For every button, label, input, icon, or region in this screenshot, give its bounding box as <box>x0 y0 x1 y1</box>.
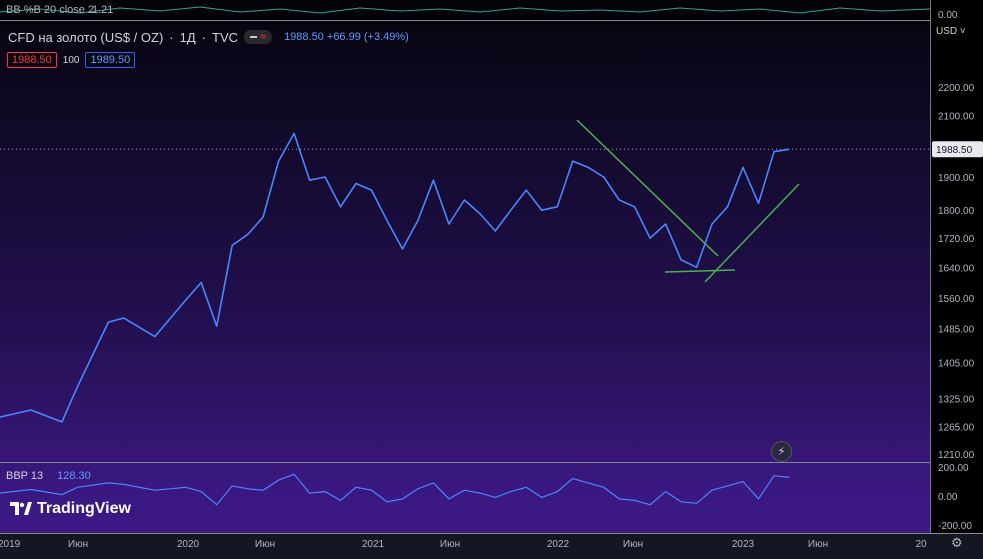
trendline-base[interactable] <box>664 269 736 273</box>
symbol-header[interactable]: CFD на золото (US$ / OZ) · 1Д · TVC ≈ 19… <box>8 28 409 46</box>
wave-icon: ≈ <box>260 31 267 43</box>
price-scale-ticks: 2200.00 2100.00 1900.00 1800.00 1720.00 1640.… <box>932 10 983 532</box>
currency-label: USD <box>936 26 958 37</box>
time-tick-label: Июн <box>440 539 460 550</box>
time-tick-label: Июн <box>68 539 88 550</box>
logo-text: TradingView <box>37 500 131 517</box>
time-tick-label: 2021 <box>362 539 385 550</box>
chevron-down-icon: ˅ <box>959 26 966 37</box>
tradingview-logo[interactable]: TradingView <box>10 500 131 518</box>
separator-dot: · <box>169 29 174 45</box>
bb-percent-b-axis-label: 0.00 <box>938 10 958 21</box>
time-tick-label: 2023 <box>732 539 755 550</box>
trade-buttons: 1988.50 100 1989.50 <box>7 52 136 68</box>
price-tick-label: 1720.00 <box>938 234 975 245</box>
price-tick-label: 1405.00 <box>938 358 975 369</box>
bbp-series-line <box>0 473 790 506</box>
time-tick-label: 20 <box>915 539 927 550</box>
bbp-value: 128.30 <box>57 470 91 482</box>
price-series-line <box>0 132 790 423</box>
time-tick-label: Июн <box>808 539 828 550</box>
pane-divider-bottom[interactable] <box>0 462 930 463</box>
market-status-pill[interactable]: ≈ <box>244 30 273 44</box>
time-tick-label: Июн <box>623 539 643 550</box>
time-tick-label: 2022 <box>547 539 570 550</box>
price-tick-label: 1640.00 <box>938 263 975 274</box>
bb-percent-b-sparkline <box>0 6 930 14</box>
separator-dot: · <box>201 29 207 45</box>
price-scale[interactable]: 2200.00 2100.00 1900.00 1800.00 1720.00 1640.… <box>930 0 983 533</box>
time-axis-ticks: 2019 Июн 2020 Июн 2021 Июн 2022 Июн 2023 Июн 20 <box>0 539 927 550</box>
trendline-up[interactable] <box>704 183 800 283</box>
minus-icon <box>250 36 258 38</box>
buy-price-button[interactable]: 1989.50 <box>85 52 136 68</box>
last-price-badge <box>932 141 983 158</box>
trendline-down[interactable] <box>576 119 719 257</box>
last-price-info: 1988.50 +66.99 (+3.49%) <box>284 31 409 43</box>
last-price-badge-label: 1988.50 <box>936 145 973 156</box>
price-tick-label: 1325.00 <box>938 394 975 405</box>
price-tick-label: 1800.00 <box>938 206 975 217</box>
bb-percent-b-value: 1.21 <box>92 4 114 16</box>
price-tick-label: 2200.00 <box>938 83 975 94</box>
bbp-label: BBP 13 <box>6 470 44 482</box>
sell-price-button[interactable]: 1988.50 <box>7 52 57 68</box>
bbp-legend[interactable]: BBP 13 128.30 <box>6 470 91 482</box>
bbp-tick-label: -200.00 <box>938 521 972 532</box>
lightning-icon[interactable]: ⚡ <box>771 441 792 462</box>
price-tick-label: 2100.00 <box>938 112 975 123</box>
source-label: TVC <box>212 29 239 45</box>
time-axis[interactable]: 2019 Июн 2020 Июн 2021 Июн 2022 Июн 2023 Июн 20 <box>0 533 983 554</box>
pane-divider-top[interactable] <box>0 20 930 21</box>
price-tick-label: 1900.00 <box>938 173 975 184</box>
time-tick-label: 2019 <box>0 539 21 550</box>
bb-percent-b-label: BB %B 20 close 2 <box>6 4 95 16</box>
bbp-tick-label: 0.00 <box>938 492 958 503</box>
price-tick-label: 1265.00 <box>938 423 975 434</box>
time-tick-label: 2020 <box>177 539 200 550</box>
price-tick-label: 1210.00 <box>938 450 975 461</box>
tradingview-logo-icon <box>10 502 32 515</box>
price-chart[interactable] <box>0 0 930 533</box>
symbol-name[interactable]: CFD на золото (US$ / OZ) <box>8 29 164 45</box>
price-tick-label: 1485.00 <box>938 324 975 335</box>
bbp-chart[interactable] <box>0 463 930 533</box>
lot-size[interactable]: 100 <box>62 54 80 66</box>
last-price: 1988.50 <box>284 31 324 43</box>
bbp-tick-label: 200.00 <box>938 463 969 474</box>
price-change: +66.99 (+3.49%) <box>326 31 409 43</box>
currency-selector[interactable]: USD ˅ <box>936 26 966 37</box>
time-tick-label: Июн <box>255 539 275 550</box>
gear-icon[interactable]: ⚙ <box>951 535 963 550</box>
price-tick-label: 1560.00 <box>938 294 975 305</box>
trend-lines[interactable] <box>576 119 800 283</box>
interval-label[interactable]: 1Д <box>179 29 196 45</box>
